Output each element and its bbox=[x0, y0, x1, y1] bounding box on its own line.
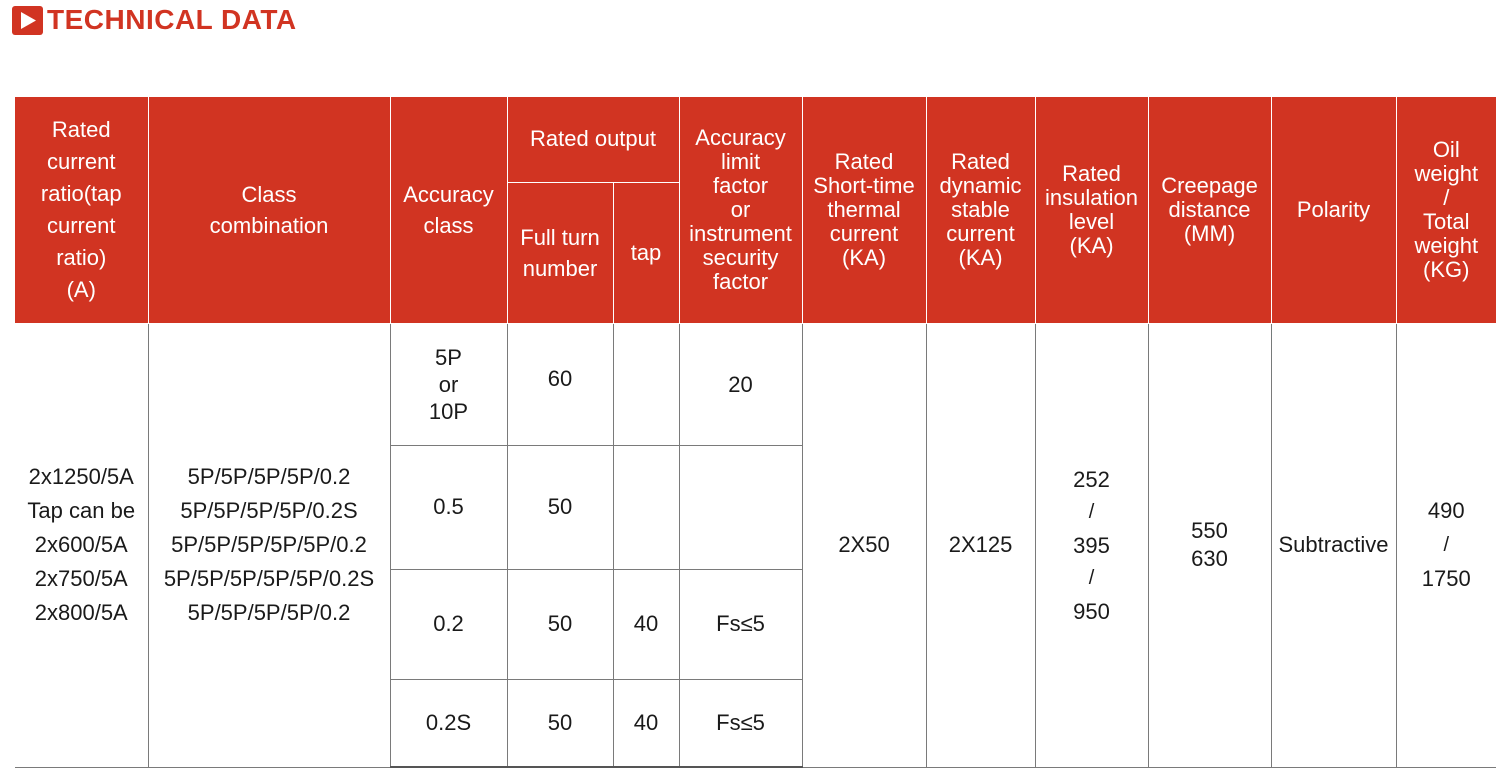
cell-full-turn-number: 50 bbox=[506, 679, 614, 768]
page-title: TECHNICAL DATA bbox=[47, 4, 297, 35]
header-polarity: Polarity bbox=[1270, 97, 1397, 324]
header-dynamic-stable-current: Rated dynamic stable current (KA) bbox=[925, 97, 1036, 324]
header-short-time-thermal-current: Rated Short-time thermal current (KA) bbox=[801, 97, 927, 324]
table-row: 0.5 50 bbox=[15, 445, 1496, 570]
header-rated-current-ratio: Rated current ratio(tap current ratio) (… bbox=[15, 97, 149, 324]
table-row: 0.2 50 40 Fs≤5 bbox=[15, 569, 1496, 680]
header-class-combination: Class combination bbox=[147, 97, 391, 324]
section-title: TECHNICAL DATA bbox=[12, 3, 297, 37]
cell-full-turn-number: 50 bbox=[506, 445, 614, 570]
cell-accuracy-class: 0.2S bbox=[389, 679, 508, 768]
cell-polarity: Subtractive bbox=[1270, 323, 1397, 768]
technical-data-table: Rated current ratio(tap current ratio) (… bbox=[15, 97, 1497, 768]
cell-tap: 40 bbox=[612, 679, 680, 768]
header-accuracy-limit-factor: Accuracy limit factor or instrument secu… bbox=[678, 97, 803, 324]
header-rated-output: Rated output bbox=[506, 97, 680, 183]
cell-limit-factor bbox=[678, 445, 803, 570]
cell-limit-factor: 20 bbox=[678, 323, 803, 446]
cell-limit-factor: Fs≤5 bbox=[678, 569, 803, 680]
cell-tap: 40 bbox=[612, 569, 680, 680]
cell-rated-current-ratio: 2x1250/5A Tap can be 2x600/5A 2x750/5A 2… bbox=[15, 323, 149, 768]
header-oil-weight: Oil weight / Total weight (KG) bbox=[1395, 97, 1497, 324]
cell-full-turn-number: 50 bbox=[506, 569, 614, 680]
table-row: 2x1250/5A Tap can be 2x600/5A 2x750/5A 2… bbox=[15, 323, 1497, 768]
table-row: 0.2S 50 40 Fs≤5 bbox=[15, 679, 1496, 768]
cell-tap bbox=[612, 323, 680, 446]
cell-creepage-distance: 550 630 bbox=[1147, 323, 1272, 768]
cell-accuracy-class: 0.2 bbox=[389, 569, 508, 680]
header-insulation-level: Rated insulation level (KA) bbox=[1034, 97, 1149, 324]
cell-insulation-level: 252 / 395 / 950 bbox=[1034, 323, 1149, 768]
play-icon bbox=[12, 5, 43, 35]
cell-dynamic-stable-current: 2X125 bbox=[925, 323, 1036, 768]
cell-full-turn-number: 60 bbox=[506, 323, 614, 446]
cell-limit-factor: Fs≤5 bbox=[678, 679, 803, 768]
cell-accuracy-class: 5P or 10P bbox=[389, 323, 508, 446]
header-creepage-distance: Creepage distance (MM) bbox=[1147, 97, 1272, 324]
header-full-turn-number: Full turn number bbox=[506, 182, 614, 324]
cell-short-time-thermal-current: 2X50 bbox=[801, 323, 927, 768]
cell-class-combination: 5P/5P/5P/5P/0.2 5P/5P/5P/5P/0.2S 5P/5P/5… bbox=[147, 323, 391, 768]
cell-tap bbox=[612, 445, 680, 570]
header-accuracy-class: Accuracy class bbox=[389, 97, 508, 324]
header-tap: tap bbox=[612, 182, 680, 324]
cell-accuracy-class: 0.5 bbox=[389, 445, 508, 570]
cell-oil-weight: 490 / 1750 bbox=[1395, 323, 1497, 768]
